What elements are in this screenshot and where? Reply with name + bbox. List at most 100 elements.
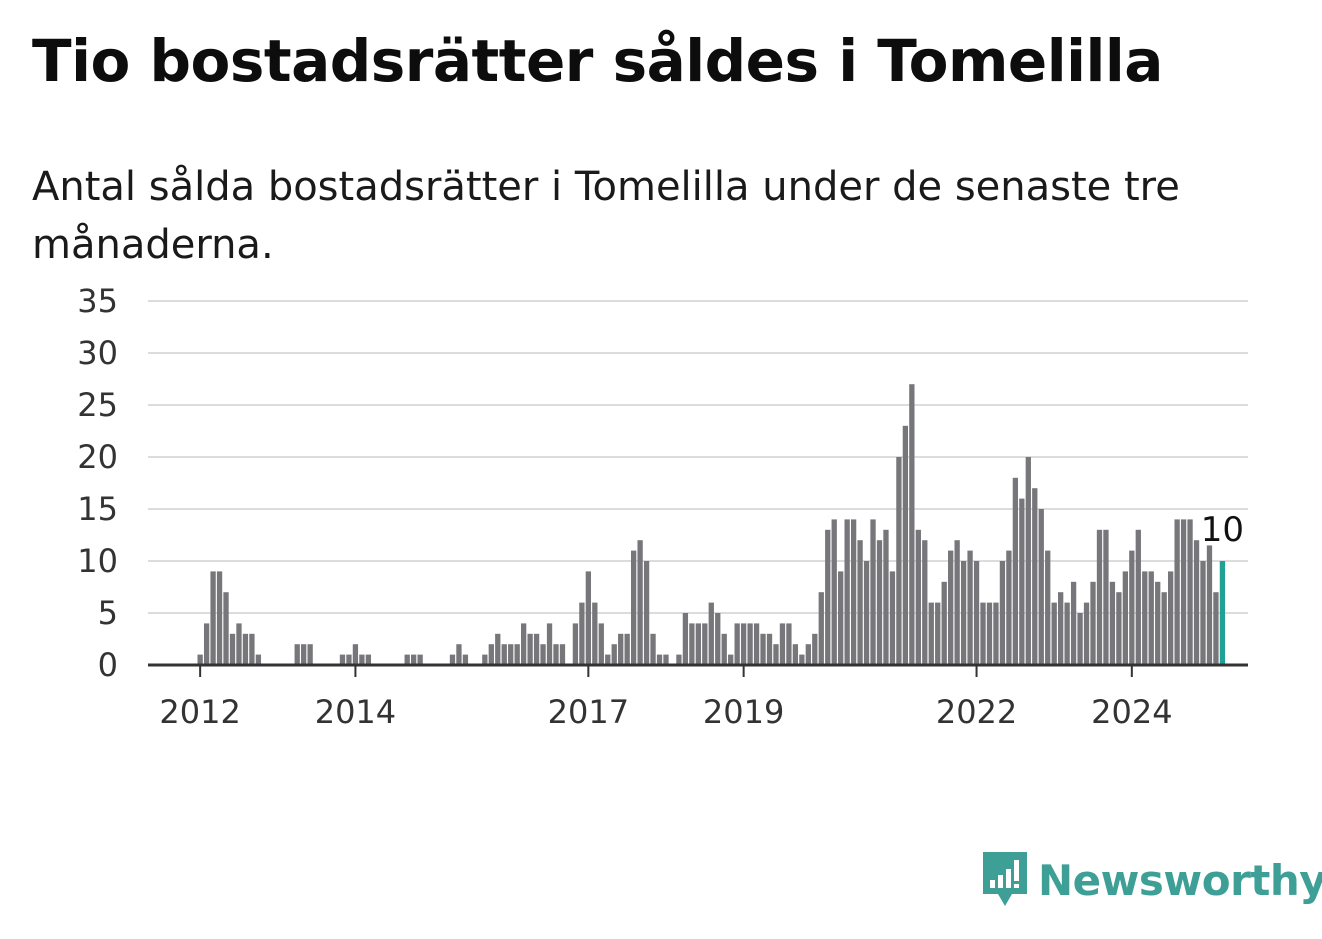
bar [365,654,372,665]
bar [993,602,999,665]
bar [417,654,423,665]
bar [1051,602,1057,665]
bar [825,529,831,665]
bar [954,540,960,665]
bar [773,644,779,665]
bar [1032,488,1038,665]
bar [831,519,837,665]
bar [838,571,844,665]
bar [682,613,689,665]
bar [689,623,695,665]
newsworthy-logo-icon [983,852,1027,906]
bar [1129,550,1135,665]
x-tick-label: 2017 [548,693,629,731]
x-tick-label: 2012 [159,693,240,731]
bar [301,644,307,665]
bar [618,633,624,665]
bar [404,654,410,665]
bar [1070,581,1077,665]
bar [1187,519,1193,665]
bar [792,644,799,665]
brand-name: Newsworthy [1038,855,1322,905]
bar [728,654,734,665]
bar [818,592,824,665]
chart-subtitle: Antal sålda bostadsrätter i Tomelilla un… [32,164,1180,268]
bar [553,644,559,665]
bar [779,623,786,665]
y-tick-label: 35 [77,282,118,320]
bar [1019,498,1025,665]
bar [249,633,255,665]
bar [242,633,249,665]
bar [501,644,507,665]
x-tick-label: 2022 [936,693,1017,731]
bar [1135,529,1141,665]
bar [986,602,993,665]
bar [857,540,863,665]
bar [339,654,346,665]
bar [1083,602,1090,665]
bar [346,654,352,665]
bar [1077,613,1083,665]
x-axis [148,663,1248,677]
bar [721,633,727,665]
bar [611,644,617,665]
bar [579,602,585,665]
bar [1064,602,1070,665]
bar [352,644,359,665]
bar [1161,592,1167,665]
bar-highlight [1219,561,1226,665]
bar [533,633,540,665]
x-tick-label: 2014 [315,693,396,731]
bar [799,654,805,665]
bar [1096,529,1103,665]
bar [1168,571,1174,665]
bar [1155,581,1161,665]
bar [1200,561,1206,665]
bar [216,571,223,665]
bar [1006,550,1012,665]
y-tick-label: 20 [77,438,118,476]
bar [572,623,579,665]
bar [255,654,262,665]
bar [760,633,766,665]
bar [928,602,934,665]
newsworthy-logo: Newsworthy [980,850,1322,910]
bar [203,623,210,665]
y-tick-label: 25 [77,386,118,424]
bar [915,529,921,665]
bar [1193,540,1200,665]
bar [546,623,553,665]
bar [1213,592,1219,665]
bar [605,654,611,665]
bar [637,540,643,665]
bar [229,633,236,665]
bar [1012,477,1019,665]
bar [844,519,850,665]
bar [1090,581,1096,665]
bar [1045,550,1051,665]
bar [514,644,520,665]
bar [1180,519,1187,665]
bar [1174,519,1180,665]
bar [883,529,889,665]
y-tick-label: 10 [77,542,118,580]
bar [592,602,598,665]
bar [1038,509,1044,665]
bar [876,540,883,665]
bar [462,654,469,665]
bar [935,602,941,665]
bar [948,550,954,665]
bar [663,654,669,665]
bar [747,623,753,665]
bar [708,602,714,665]
bar [1206,545,1213,665]
bar [307,644,313,665]
bar [527,633,533,665]
bar [359,654,365,665]
bar [980,602,986,665]
bar [740,623,747,665]
bar [1122,571,1129,665]
bar [695,623,701,665]
